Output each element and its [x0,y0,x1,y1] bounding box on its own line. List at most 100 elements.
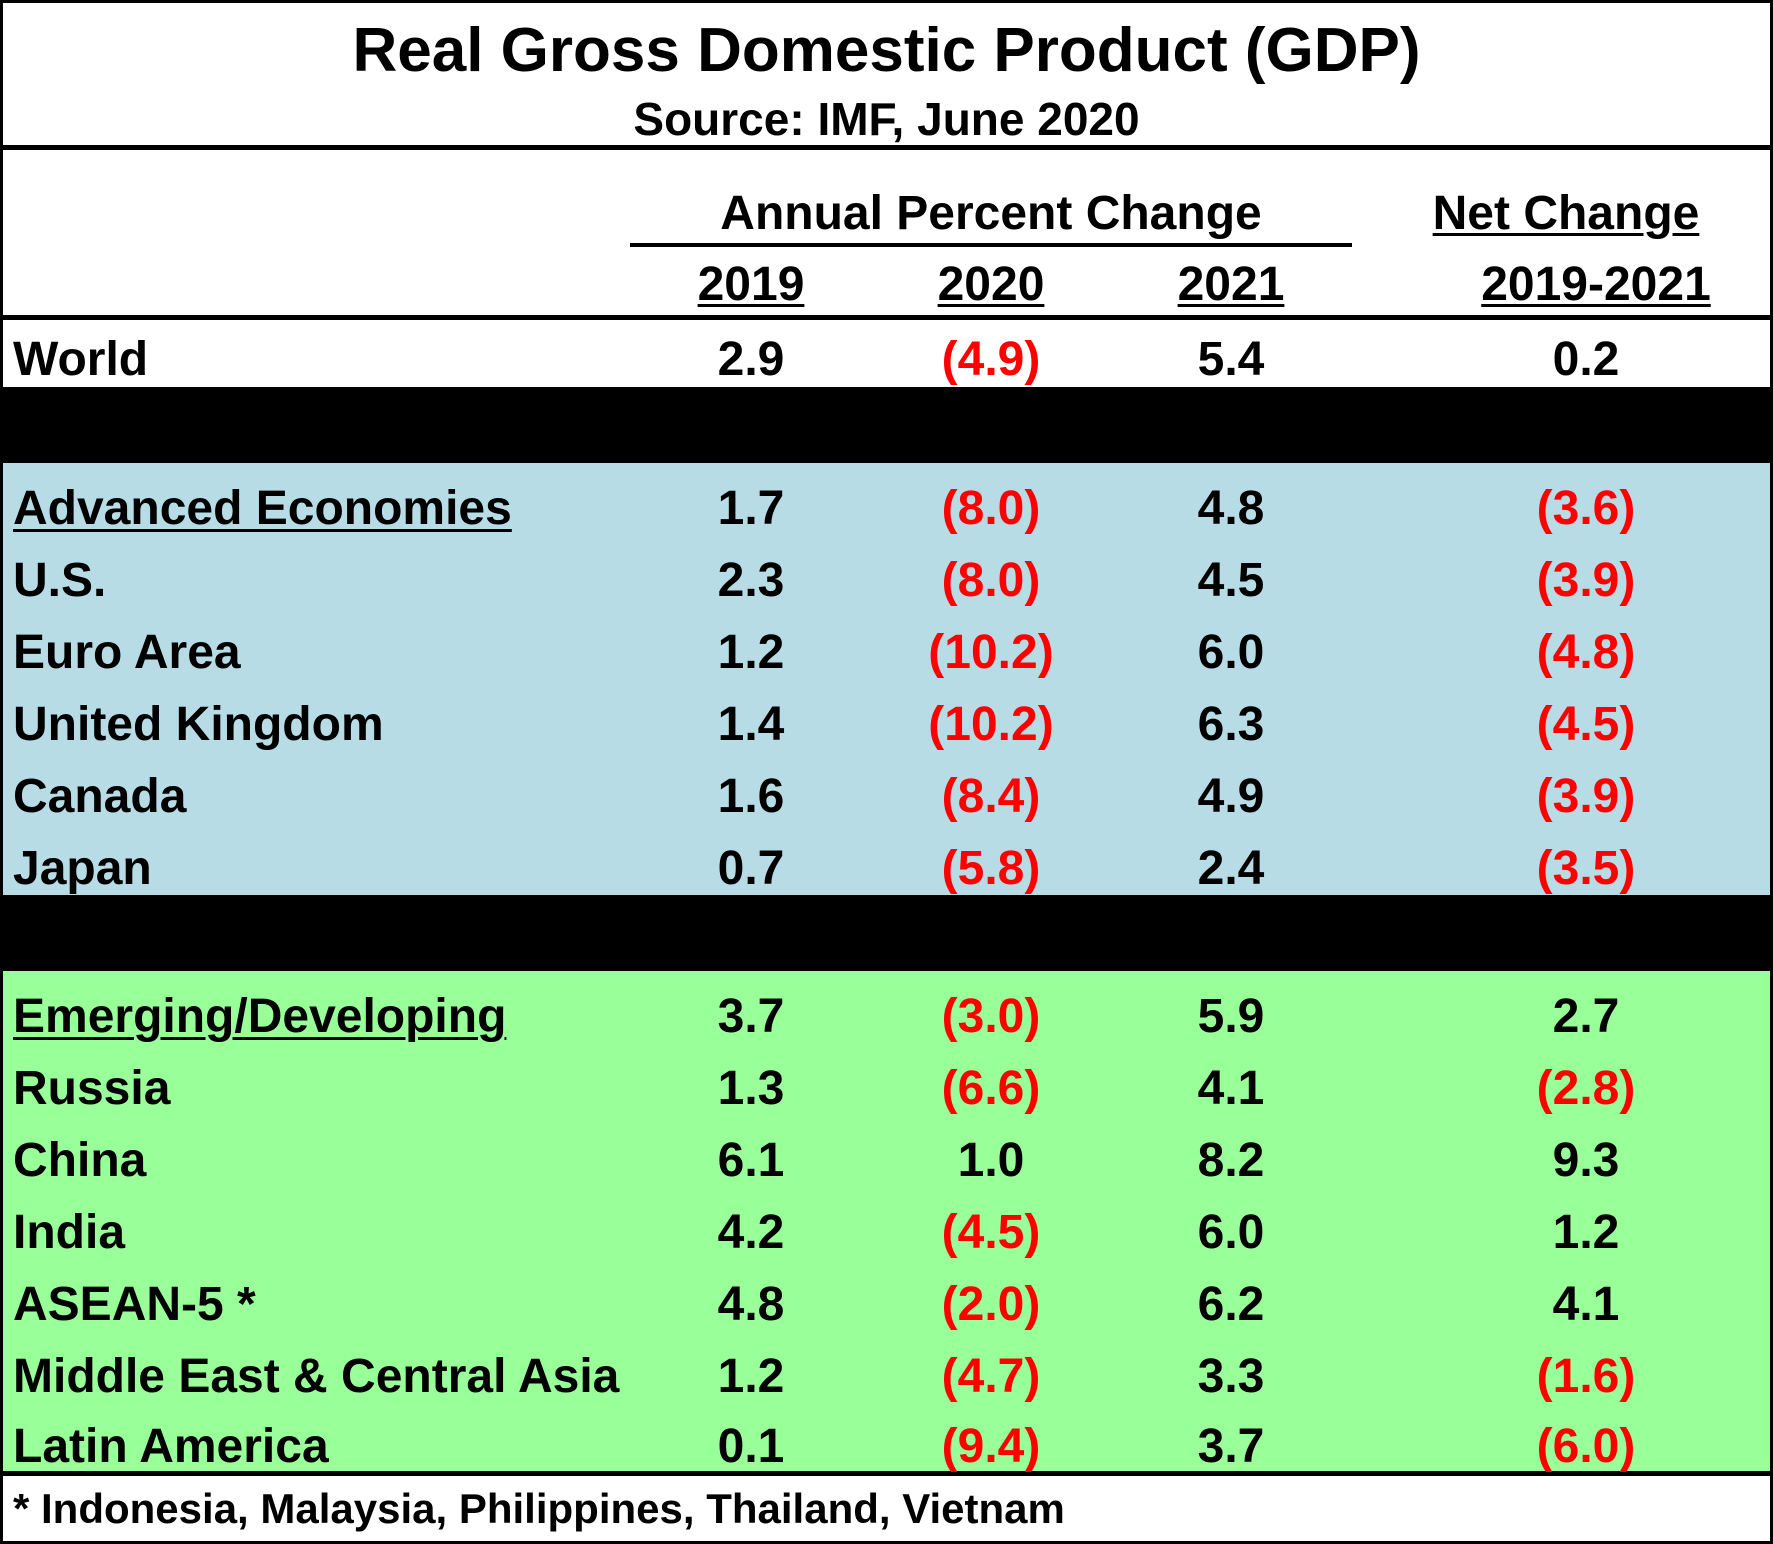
table-title: Real Gross Domestic Product (GDP) [352,16,1421,85]
value-cell-2019-2021: (4.8) [1536,626,1636,679]
value-cell-2019-2021: 2.7 [1552,990,1620,1043]
value-cell-2021: 4.9 [1197,770,1265,823]
value-cell-2019: 2.3 [717,554,785,607]
header-net-years: 2019-2021 [1446,256,1746,314]
footnote: * Indonesia, Malaysia, Philippines, Thai… [13,1485,1065,1532]
table-row: United Kingdom 1.4 (10.2) 6.3 (4.5) [3,689,1770,761]
value-cell-2019-2021: (4.5) [1536,698,1636,751]
table-row: U.S. 2.3 (8.0) 4.5 (3.9) [3,545,1770,617]
title-divider [3,145,1770,150]
group-heading-label: Emerging/Developing [13,990,507,1043]
value-cell-2021: 6.2 [1197,1278,1265,1331]
table-row: ASEAN-5 * 4.8 (2.0) 6.2 4.1 [3,1269,1770,1341]
row-label: U.S. [13,554,107,607]
value-cell-2021: 8.2 [1197,1134,1265,1187]
value-cell-2020: (8.0) [941,482,1041,535]
value-cell-2020: (6.6) [941,1062,1041,1115]
value-cell-2020: 1.0 [957,1134,1025,1187]
row-label: Russia [13,1062,171,1115]
value-cell-2020: (10.2) [928,698,1054,751]
table-row: Advanced Economies 1.7 (8.0) 4.8 (3.6) [3,473,1770,545]
header-year-2021-label: 2021 [1177,258,1285,311]
value-cell-2021: 6.0 [1197,1206,1265,1259]
value-cell-2020: (8.4) [941,770,1041,823]
row-label: ASEAN-5 * [13,1278,256,1331]
advanced-economies-band [3,463,1770,895]
value-cell-2019: 1.6 [717,770,785,823]
value-cell-2021: 5.4 [1197,333,1265,386]
table-row: Euro Area 1.2 (10.2) 6.0 (4.8) [3,617,1770,689]
header-net-change-label: Net Change [1432,187,1700,240]
world-band [3,320,1770,387]
value-cell-2019-2021: (1.6) [1536,1350,1636,1403]
table-row: Emerging/Developing 3.7 (3.0) 5.9 2.7 [3,981,1770,1053]
row-label: China [13,1134,147,1187]
value-cell-2019: 1.2 [717,626,785,679]
title-band: Real Gross Domestic Product (GDP) Source… [3,3,1770,148]
footnote-divider [3,1471,1770,1476]
row-label: Middle East & Central Asia [13,1350,620,1403]
table-row: World 2.9 (4.9) 5.4 0.2 [3,324,1770,396]
value-cell-2019-2021: (3.5) [1536,842,1636,895]
header-year-2020: 2020 [871,256,1111,314]
value-cell-2019-2021: (3.9) [1536,770,1636,823]
value-cell-2019-2021: 4.1 [1552,1278,1620,1331]
value-cell-2019-2021: 1.2 [1552,1206,1620,1259]
table-row: China 6.1 1.0 8.2 9.3 [3,1125,1770,1197]
value-cell-2019: 6.1 [717,1134,785,1187]
value-cell-2021: 5.9 [1197,990,1265,1043]
value-cell-2019: 4.2 [717,1206,785,1259]
group-heading-label: Advanced Economies [13,482,512,535]
row-label: Latin America [13,1420,329,1473]
table-row: Russia 1.3 (6.6) 4.1 (2.8) [3,1053,1770,1125]
value-cell-2019-2021: (3.6) [1536,482,1636,535]
separator-band-1 [3,387,1770,463]
value-cell-2021: 4.5 [1197,554,1265,607]
table-row: Latin America 0.1 (9.4) 3.7 (6.0) [3,1411,1770,1483]
value-cell-2019: 1.2 [717,1350,785,1403]
value-cell-2019: 1.3 [717,1062,785,1115]
header-year-2020-label: 2020 [937,258,1045,311]
header-group-rule [630,243,1352,247]
value-cell-2019: 2.9 [717,333,785,386]
value-cell-2021: 4.1 [1197,1062,1265,1115]
value-cell-2020: (9.4) [941,1420,1041,1473]
value-cell-2019: 4.8 [717,1278,785,1331]
value-cell-2019-2021: (3.9) [1536,554,1636,607]
value-cell-2020: (4.7) [941,1350,1041,1403]
value-cell-2021: 4.8 [1197,482,1265,535]
table-row: Japan 0.7 (5.8) 2.4 (3.5) [3,833,1770,905]
value-cell-2019-2021: (2.8) [1536,1062,1636,1115]
row-label: Euro Area [13,626,241,679]
table-row: Middle East & Central Asia 1.2 (4.7) 3.3 (1.… [3,1341,1770,1413]
value-cell-2019-2021: 0.2 [1552,333,1620,386]
row-label: United Kingdom [13,698,384,751]
table-row: Canada 1.6 (8.4) 4.9 (3.9) [3,761,1770,833]
value-cell-2020: (4.9) [941,333,1041,386]
value-cell-2021: 3.3 [1197,1350,1265,1403]
row-label: Japan [13,842,152,895]
value-cell-2019-2021: (6.0) [1536,1420,1636,1473]
header-year-2021: 2021 [1111,256,1351,314]
value-cell-2021: 6.0 [1197,626,1265,679]
value-cell-2020: (5.8) [941,842,1041,895]
value-cell-2019: 0.7 [717,842,785,895]
value-cell-2020: (4.5) [941,1206,1041,1259]
header-net-change: Net Change [1386,185,1746,243]
value-cell-2021: 2.4 [1197,842,1265,895]
value-cell-2019: 1.7 [717,482,785,535]
value-cell-2020: (10.2) [928,626,1054,679]
value-cell-2019: 1.4 [717,698,785,751]
value-cell-2019: 0.1 [717,1420,785,1473]
value-cell-2019-2021: 9.3 [1552,1134,1620,1187]
header-year-2019: 2019 [631,256,871,314]
value-cell-2020: (8.0) [941,554,1041,607]
emerging-developing-band [3,971,1770,1471]
row-label: Canada [13,770,187,823]
header-annual-percent-change: Annual Percent Change [720,187,1262,240]
value-cell-2021: 6.3 [1197,698,1265,751]
value-cell-2021: 3.7 [1197,1420,1265,1473]
row-label: India [13,1206,126,1259]
header-net-years-label: 2019-2021 [1481,258,1711,311]
